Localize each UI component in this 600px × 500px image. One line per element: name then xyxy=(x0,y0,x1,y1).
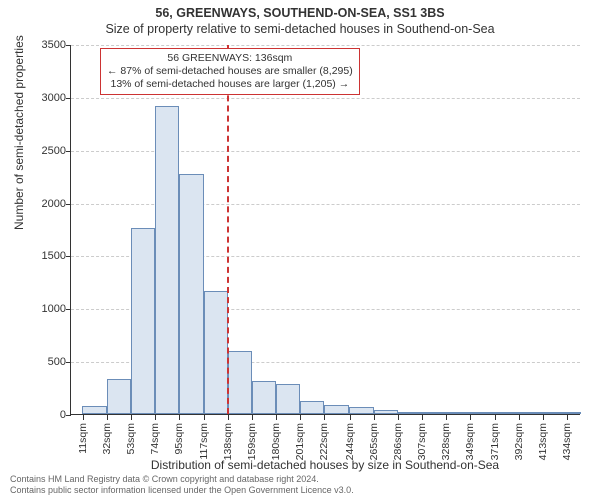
x-tick-mark xyxy=(324,415,325,420)
x-tick-label: 413sqm xyxy=(537,423,549,460)
x-tick-label: 244sqm xyxy=(344,423,356,460)
footer-attribution: Contains HM Land Registry data © Crown c… xyxy=(10,474,354,496)
y-tick-mark xyxy=(66,98,71,99)
x-tick-mark xyxy=(422,415,423,420)
x-tick-label: 53sqm xyxy=(125,423,137,455)
y-tick-label: 2500 xyxy=(6,145,66,157)
histogram-bar xyxy=(349,407,373,414)
y-tick-label: 1500 xyxy=(6,250,66,262)
histogram-bar xyxy=(543,412,567,414)
x-tick-mark xyxy=(519,415,520,420)
histogram-bar xyxy=(276,384,300,414)
histogram-bar xyxy=(398,412,422,414)
annotation-line-2: ← 87% of semi-detached houses are smalle… xyxy=(107,65,353,78)
y-tick-label: 0 xyxy=(6,409,66,421)
plot-area xyxy=(70,45,580,415)
x-tick-mark xyxy=(228,415,229,420)
y-tick-mark xyxy=(66,256,71,257)
footer-line-1: Contains HM Land Registry data © Crown c… xyxy=(10,474,354,485)
y-tick-mark xyxy=(66,309,71,310)
y-tick-label: 1000 xyxy=(6,303,66,315)
x-tick-label: 201sqm xyxy=(294,423,306,460)
x-tick-label: 349sqm xyxy=(464,423,476,460)
x-tick-label: 32sqm xyxy=(101,423,113,455)
y-tick-mark xyxy=(66,45,71,46)
x-tick-mark xyxy=(398,415,399,420)
x-tick-mark xyxy=(567,415,568,420)
y-tick-label: 2000 xyxy=(6,198,66,210)
x-tick-mark xyxy=(155,415,156,420)
x-tick-label: 95sqm xyxy=(173,423,185,455)
x-tick-label: 11sqm xyxy=(77,423,89,454)
histogram-bar xyxy=(495,412,519,414)
gridline xyxy=(71,151,580,152)
x-tick-label: 159sqm xyxy=(246,423,258,460)
x-tick-label: 222sqm xyxy=(318,423,330,460)
histogram-bar xyxy=(567,412,581,414)
histogram-bar xyxy=(374,410,398,414)
x-tick-mark xyxy=(446,415,447,420)
x-tick-label: 371sqm xyxy=(489,423,501,460)
histogram-bar xyxy=(446,412,470,414)
annotation-box: 56 GREENWAYS: 136sqm ← 87% of semi-detac… xyxy=(100,48,360,95)
x-tick-mark xyxy=(179,415,180,420)
histogram-bar xyxy=(300,401,324,414)
histogram-bar xyxy=(252,381,276,414)
x-tick-mark xyxy=(350,415,351,420)
x-tick-label: 392sqm xyxy=(513,423,525,460)
x-tick-label: 328sqm xyxy=(440,423,452,460)
annotation-line-1: 56 GREENWAYS: 136sqm xyxy=(107,52,353,65)
x-tick-label: 265sqm xyxy=(368,423,380,460)
footer-line-2: Contains public sector information licen… xyxy=(10,485,354,496)
y-tick-mark xyxy=(66,151,71,152)
x-tick-label: 117sqm xyxy=(198,423,210,460)
histogram-bar xyxy=(131,228,155,414)
chart-subtitle: Size of property relative to semi-detach… xyxy=(0,22,600,36)
chart-container: 56, GREENWAYS, SOUTHEND-ON-SEA, SS1 3BS … xyxy=(0,0,600,500)
x-tick-mark xyxy=(252,415,253,420)
x-tick-mark xyxy=(300,415,301,420)
histogram-bar xyxy=(324,405,349,415)
x-tick-label: 307sqm xyxy=(416,423,428,460)
y-tick-label: 3500 xyxy=(6,39,66,51)
x-tick-mark xyxy=(470,415,471,420)
histogram-bar xyxy=(422,412,446,414)
gridline xyxy=(71,204,580,205)
histogram-bar xyxy=(82,406,106,414)
histogram-bar xyxy=(228,351,252,414)
histogram-bar xyxy=(179,174,204,414)
y-tick-label: 500 xyxy=(6,356,66,368)
x-tick-mark xyxy=(495,415,496,420)
x-tick-mark xyxy=(374,415,375,420)
x-tick-mark xyxy=(543,415,544,420)
x-tick-mark xyxy=(276,415,277,420)
y-tick-mark xyxy=(66,362,71,363)
histogram-bar xyxy=(107,379,131,414)
x-tick-label: 434sqm xyxy=(561,423,573,460)
y-tick-label: 3000 xyxy=(6,92,66,104)
annotation-line-3: 13% of semi-detached houses are larger (… xyxy=(107,78,353,91)
histogram-bar xyxy=(470,412,495,414)
x-tick-label: 180sqm xyxy=(270,423,282,460)
x-tick-label: 74sqm xyxy=(149,423,161,455)
gridline xyxy=(71,98,580,99)
y-tick-mark xyxy=(66,204,71,205)
gridline xyxy=(71,45,580,46)
x-tick-mark xyxy=(204,415,205,420)
x-tick-mark xyxy=(131,415,132,420)
y-tick-area: 0500100015002000250030003500 xyxy=(0,45,70,415)
histogram-bar xyxy=(155,106,179,414)
chart-title-address: 56, GREENWAYS, SOUTHEND-ON-SEA, SS1 3BS xyxy=(0,6,600,20)
x-axis-label: Distribution of semi-detached houses by … xyxy=(70,458,580,472)
x-tick-mark xyxy=(107,415,108,420)
histogram-bar xyxy=(204,291,228,414)
reference-line xyxy=(227,45,229,414)
x-tick-mark xyxy=(83,415,84,420)
x-tick-label: 286sqm xyxy=(392,423,404,460)
histogram-bar xyxy=(519,412,543,414)
x-tick-label: 138sqm xyxy=(222,423,234,460)
